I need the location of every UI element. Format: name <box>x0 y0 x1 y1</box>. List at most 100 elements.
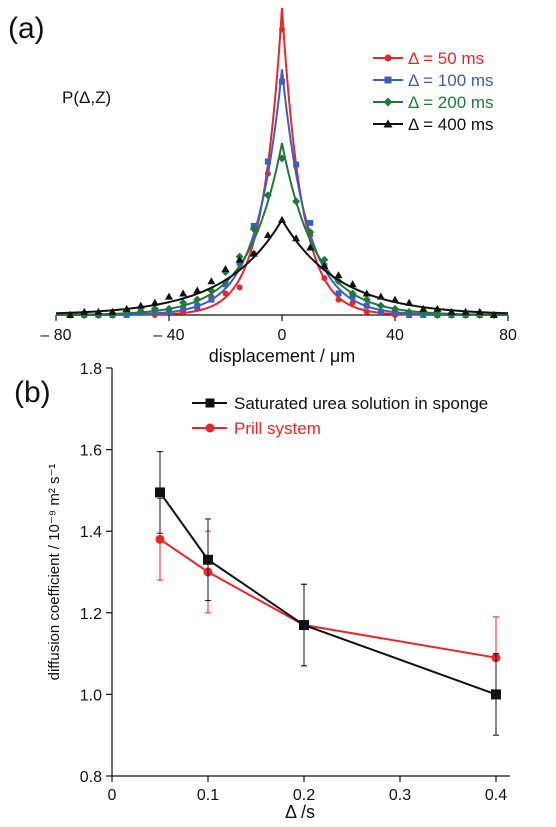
series-line <box>159 491 497 696</box>
y-tick-label: 1.8 <box>80 361 102 378</box>
data-point <box>80 307 89 315</box>
data-point <box>391 295 399 303</box>
legend-entry: Δ = 200 ms <box>373 93 494 112</box>
data-point <box>155 534 165 544</box>
data-point <box>249 225 258 234</box>
x-tick-label: – 40 <box>153 327 184 344</box>
x-tick-label: 40 <box>386 327 404 344</box>
data-point <box>278 154 286 163</box>
data-point <box>362 289 371 297</box>
x-tick-label: 0.4 <box>485 787 507 804</box>
data-point <box>299 620 309 631</box>
data-point <box>376 301 385 310</box>
data-point <box>264 158 271 165</box>
data-point <box>278 215 286 223</box>
data-point <box>193 286 202 294</box>
legend-label: Saturated urea solution in sponge <box>234 394 488 413</box>
data-point <box>108 307 117 315</box>
legend-entry: Δ = 400 ms <box>373 115 494 134</box>
data-point <box>66 311 75 318</box>
data-point <box>180 305 187 312</box>
data-point <box>207 277 216 285</box>
data-point <box>249 249 258 257</box>
panel-a-legend: Δ = 50 ms Δ = 100 ms Δ = 200 ms Δ = 400 ms <box>373 49 494 134</box>
data-point <box>136 307 145 316</box>
data-point <box>194 302 201 309</box>
data-point <box>376 292 385 300</box>
data-point <box>489 311 498 318</box>
data-point <box>292 197 301 206</box>
panel-a-x-axis-label: displacement / μm <box>209 346 355 366</box>
data-point <box>236 259 243 266</box>
data-point <box>419 304 428 312</box>
series-1 <box>155 451 501 736</box>
panel-a-plot-area <box>55 7 509 319</box>
data-point <box>405 298 414 306</box>
data-point <box>363 302 370 309</box>
data-point <box>222 290 229 297</box>
legend-label: Δ = 200 ms <box>408 93 494 112</box>
data-point <box>334 271 343 279</box>
data-point <box>122 304 131 312</box>
data-point <box>179 298 188 307</box>
data-point <box>306 228 315 237</box>
fit-curve <box>55 69 509 316</box>
data-point <box>136 301 145 309</box>
series-3 <box>55 142 509 319</box>
data-point <box>179 289 188 297</box>
legend-entry: Saturated urea solution in sponge <box>192 394 488 413</box>
data-point <box>292 234 301 242</box>
data-point <box>377 308 384 315</box>
data-point <box>150 304 159 313</box>
data-point <box>391 304 399 313</box>
data-point <box>279 26 285 33</box>
x-tick-label: 80 <box>499 327 517 344</box>
panel-a-label: (a) <box>8 12 45 45</box>
legend-marker <box>383 119 393 128</box>
panel-b-x-axis-label: Δ /s <box>285 802 315 822</box>
legend-entry: Δ = 50 ms <box>373 49 484 68</box>
data-point <box>321 275 328 282</box>
data-point <box>348 280 357 288</box>
legend-marker <box>384 76 392 84</box>
data-point <box>263 191 272 200</box>
series-4 <box>55 215 509 318</box>
panel-b: (b) 0 0.1 0.2 0.3 0.4 0.8 1.0 1.2 1.4 1.6 1.8 Δ /s… <box>14 361 510 822</box>
panel-b-legend: Saturated urea solution in sponge Prill s… <box>192 394 488 438</box>
data-point <box>165 292 173 300</box>
data-point <box>155 487 165 498</box>
x-tick-label: 0 <box>278 327 287 344</box>
x-tick-label: – 80 <box>40 327 71 344</box>
panel-b-y-axis-label: diffusion coefficient / 10⁻⁹ m² s⁻¹ <box>46 464 63 681</box>
data-point <box>320 255 329 264</box>
legend-entry: Prill system <box>192 419 321 438</box>
data-point <box>222 281 229 288</box>
data-point <box>307 219 314 226</box>
data-point <box>475 307 484 315</box>
series-2 <box>155 498 501 699</box>
data-point <box>263 231 272 239</box>
legend-label: Δ = 400 ms <box>408 115 494 134</box>
y-tick-label: 1.4 <box>80 524 102 541</box>
legend-label: Prill system <box>234 419 321 438</box>
panel-a-x-ticks: – 80 – 40 0 40 80 <box>40 315 517 344</box>
data-point <box>320 261 329 269</box>
data-point <box>236 284 243 291</box>
data-point <box>221 264 230 272</box>
data-point <box>203 554 213 565</box>
legend-marker <box>205 423 215 433</box>
series-line <box>159 538 497 659</box>
data-point <box>235 255 244 263</box>
y-tick-label: 1.6 <box>80 443 102 460</box>
panel-a: (a) – 80 – 40 0 40 80 displacement / μm P(Δ,… <box>8 7 517 366</box>
legend-marker <box>384 54 392 62</box>
data-point <box>491 689 501 700</box>
legend-entry: Δ = 100 ms <box>373 71 494 90</box>
panel-b-plot-area <box>155 451 501 736</box>
fit-curve <box>55 142 509 316</box>
legend-marker <box>205 398 215 408</box>
panel-b-ticks: 0 0.1 0.2 0.3 0.4 0.8 1.0 1.2 1.4 1.6 1.8 <box>80 361 507 804</box>
data-point <box>306 243 315 251</box>
legend-label: Δ = 50 ms <box>408 49 484 68</box>
